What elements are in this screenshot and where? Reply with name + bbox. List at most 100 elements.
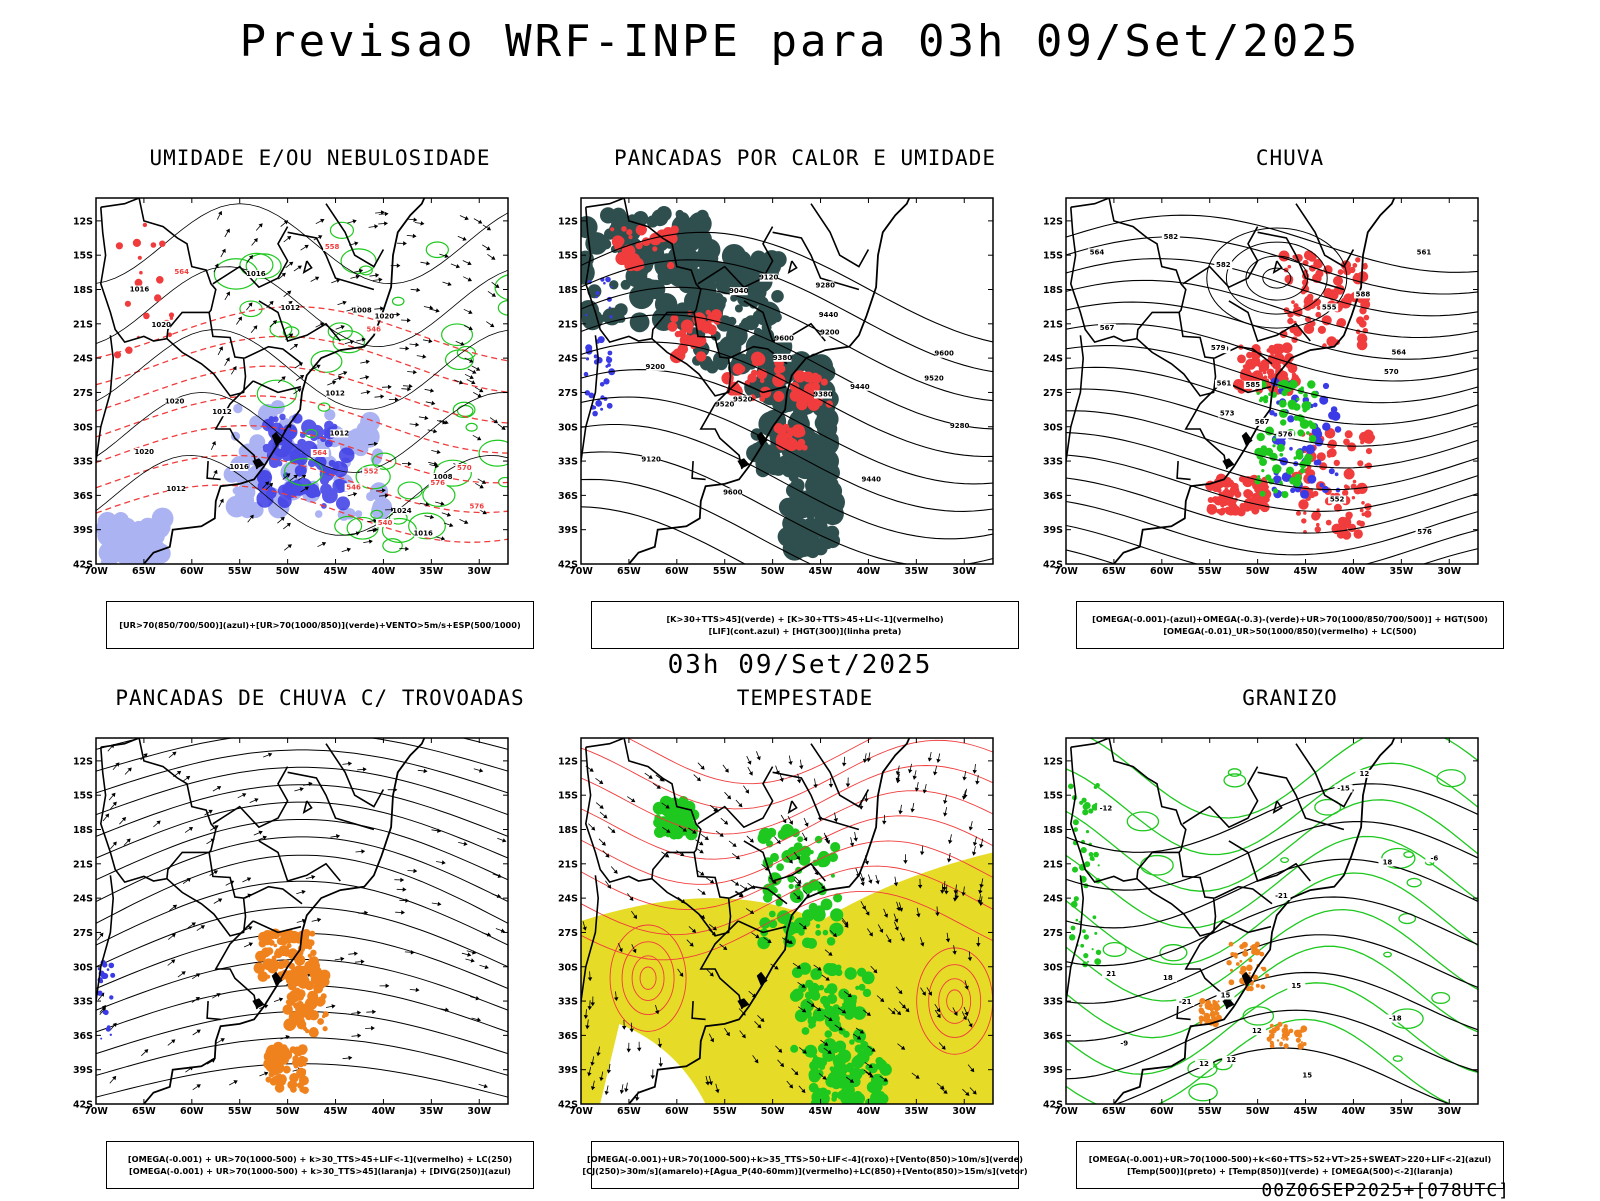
shaded-cell: [817, 1057, 824, 1064]
lat-tick-label: 21S: [558, 859, 578, 870]
shaded-cell: [1221, 477, 1232, 488]
lat-tick-label: 12S: [558, 216, 578, 227]
lat-tick-label: 24S: [73, 894, 93, 905]
lon-tick-label: 40W: [1342, 566, 1366, 577]
shaded-cell: [735, 368, 741, 374]
shaded-cell: [1249, 972, 1251, 974]
shaded-cell: [1272, 438, 1276, 442]
shaded-cell: [819, 985, 825, 991]
shaded-cell: [1068, 784, 1074, 790]
shaded-cell: [1298, 499, 1308, 509]
contour-label: 561: [1417, 249, 1432, 257]
shaded-cell: [648, 280, 657, 289]
shaded-cell: [853, 1095, 861, 1103]
shaded-cell: [1281, 491, 1288, 498]
shaded-cell: [773, 391, 784, 402]
shaded-cell: [585, 314, 587, 316]
shaded-cell: [1338, 269, 1344, 275]
lat-tick-label: 15S: [73, 251, 93, 262]
shaded-cell: [273, 1044, 280, 1051]
shaded-cell: [1251, 949, 1257, 955]
shaded-cell: [676, 210, 684, 218]
contour-label: 1020: [165, 398, 185, 406]
contour-label: 9280: [950, 422, 970, 430]
contour-label: 15: [1302, 1072, 1312, 1080]
shaded-cell: [1275, 1028, 1278, 1031]
shaded-cell: [154, 294, 161, 301]
shaded-cell: [1357, 333, 1367, 343]
shaded-cell: [1309, 435, 1317, 443]
shaded-cell: [841, 1065, 845, 1069]
contour-label: 1016: [246, 270, 266, 278]
lon-tick-label: 45W: [1294, 566, 1318, 577]
contour-label: 564: [1090, 248, 1105, 256]
shaded-cell: [233, 487, 241, 495]
contour-label: 9200: [820, 328, 840, 336]
lat-tick-label: 15S: [1043, 251, 1063, 262]
shaded-cell: [257, 969, 262, 974]
lon-tick-label: 50W: [761, 1106, 785, 1117]
contour-label: 576: [1417, 528, 1432, 536]
lon-tick-label: 60W: [665, 1106, 689, 1117]
shaded-cell: [797, 427, 803, 433]
shaded-cell: [276, 1074, 284, 1082]
plot-area: [1066, 738, 1478, 1104]
lat-tick-label: 21S: [73, 859, 93, 870]
panel-title: TEMPESTADE: [555, 686, 1055, 710]
lat-tick-label: 27S: [558, 928, 578, 939]
lat-tick-label: 12S: [558, 756, 578, 767]
contour-label: 9440: [819, 311, 839, 319]
contour-label: 540: [378, 519, 393, 527]
shaded-cell: [1360, 440, 1364, 444]
shaded-cell: [276, 449, 283, 456]
shaded-cell: [1079, 921, 1081, 923]
shaded-cell: [323, 1026, 328, 1031]
contour-label: 573: [1220, 410, 1235, 418]
lat-tick-label: 33S: [558, 997, 578, 1008]
legend-line: [OMEGA(-0.01)_UR>50(1000/850)(vermelho) …: [1163, 625, 1416, 637]
shaded-cell: [297, 1020, 307, 1030]
shaded-cell: [738, 386, 742, 390]
shaded-cell: [790, 990, 801, 1001]
contour-label: 18: [1163, 974, 1173, 982]
shaded-cell: [814, 1011, 824, 1021]
lon-tick-label: 50W: [276, 1106, 300, 1117]
lat-tick-label: 27S: [73, 388, 93, 399]
lon-tick-label: 65W: [1102, 1106, 1126, 1117]
shaded-cell: [707, 324, 717, 334]
shaded-cell: [1331, 406, 1338, 413]
shaded-cell: [1316, 523, 1320, 527]
lon-tick-label: 30W: [952, 566, 976, 577]
shaded-cell: [261, 973, 266, 978]
legend-trovoadas: [OMEGA(-0.001) + UR>70(1000-500) + k>30_…: [106, 1141, 534, 1189]
shaded-cell: [853, 1006, 867, 1020]
shaded-cell: [629, 284, 654, 309]
lon-tick-label: 45W: [809, 566, 833, 577]
lon-tick-label: 40W: [372, 566, 396, 577]
contour-label: 555: [1322, 303, 1337, 311]
shaded-cell: [658, 268, 675, 285]
lon-tick-label: 50W: [1246, 1106, 1270, 1117]
shaded-cell: [1301, 1029, 1305, 1033]
shaded-cell: [1290, 488, 1295, 493]
shaded-cell: [1296, 398, 1299, 401]
shaded-cell: [699, 264, 709, 274]
shaded-cell: [1258, 363, 1263, 368]
shaded-cell: [266, 1061, 277, 1072]
shaded-cell: [1248, 958, 1252, 962]
shaded-cell: [1268, 1039, 1271, 1042]
lat-tick-label: 30S: [558, 962, 578, 973]
contour-label: 546: [366, 326, 381, 334]
contour-label: 15: [1221, 992, 1231, 1000]
lon-tick-label: 60W: [1150, 1106, 1174, 1117]
contour-label: 1016: [229, 463, 249, 471]
shaded-cell: [1296, 1038, 1301, 1043]
lon-tick-label: 55W: [228, 566, 252, 577]
map-umidade: 1016102010121016100810201012101210201012…: [70, 170, 570, 590]
lon-tick-label: 65W: [617, 566, 641, 577]
shaded-cell: [275, 948, 280, 953]
shaded-cell: [1333, 276, 1343, 286]
shaded-cell: [1201, 1004, 1203, 1006]
contour-label: 1020: [152, 321, 172, 329]
